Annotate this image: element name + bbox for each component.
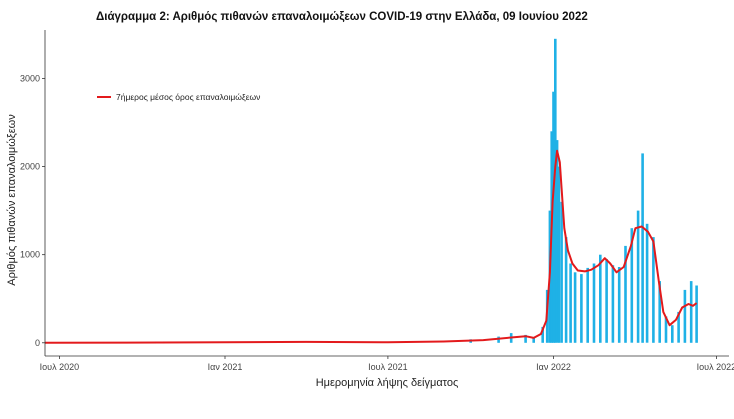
bar — [658, 281, 661, 343]
bar — [695, 285, 698, 343]
bar — [552, 91, 555, 343]
bar — [555, 140, 559, 343]
plot-area — [44, 38, 698, 344]
y-tick-label: 3000 — [20, 73, 40, 83]
x-tick-label: Ιουλ 2022 — [697, 362, 734, 372]
bar — [586, 267, 589, 343]
x-tick-label: Ιουλ 2020 — [40, 362, 79, 372]
bar — [630, 228, 634, 343]
bar — [592, 263, 596, 343]
bar — [664, 316, 668, 343]
bar — [573, 272, 577, 343]
bar — [611, 265, 615, 343]
bar — [541, 326, 544, 343]
bar — [557, 166, 561, 343]
legend-label: 7ήμερος μέσος όρος επαναλοιμώξεων — [116, 92, 260, 102]
bar — [580, 274, 583, 343]
bar — [532, 337, 535, 343]
bar — [652, 237, 655, 343]
bar — [560, 201, 563, 343]
legend: 7ήμερος μέσος όρος επαναλοιμώξεων — [97, 92, 260, 102]
x-tick-label: Ιουλ 2021 — [368, 362, 407, 372]
bar-series — [469, 38, 698, 343]
bar — [645, 223, 649, 343]
bar — [605, 259, 608, 343]
moving-average-line — [44, 149, 698, 344]
bar — [636, 210, 640, 343]
bar — [671, 325, 674, 343]
bar — [569, 263, 572, 343]
bar — [564, 237, 568, 343]
bar — [554, 38, 557, 343]
bar — [617, 267, 621, 343]
y-tick-label: 1000 — [20, 250, 40, 260]
x-axis-label: Ημερομηνία λήψης δείγματος — [316, 377, 459, 389]
bar — [641, 153, 644, 343]
bar — [689, 281, 693, 343]
y-tick-label: 0 — [35, 338, 40, 348]
chart-title: Διάγραμμα 2: Αριθμός πιθανών επαναλοιμώξ… — [96, 11, 588, 23]
bar — [677, 311, 680, 343]
bar — [624, 245, 627, 343]
x-tick-label: Ιαν 2022 — [536, 362, 571, 372]
bar — [524, 334, 527, 343]
bar — [497, 336, 500, 343]
y-tick-label: 2000 — [20, 162, 40, 172]
y-axis-label: Αριθμός πιθανών επαναλοιμώξεων — [6, 114, 18, 286]
x-axis-ticks: Ιουλ 2020 Ιαν 2021 Ιουλ 2021 Ιαν 2022 Ιουλ 2… — [40, 356, 734, 372]
bar — [683, 289, 687, 343]
x-tick-label: Ιαν 2021 — [208, 362, 243, 372]
y-axis-ticks: 0 1000 2000 3000 — [20, 73, 45, 348]
bar — [599, 254, 602, 343]
